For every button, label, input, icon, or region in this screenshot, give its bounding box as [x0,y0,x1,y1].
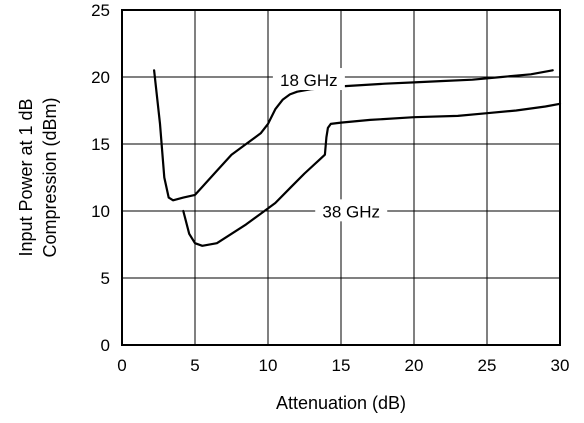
tick-labels: 0 5 10 15 20 25 30 0 5 10 15 20 25 [91,1,569,375]
x-tick-label: 25 [478,356,497,375]
y-axis-label-line-1: Input Power at 1 dB [16,98,36,256]
series-layer [153,69,562,247]
series-line-1 [182,102,562,247]
x-axis-label: Attenuation (dB) [276,393,406,413]
y-tick-label: 0 [101,336,110,355]
x-tick-label: 0 [117,356,126,375]
y-tick-label: 10 [91,202,110,221]
x-tick-label: 10 [259,356,278,375]
y-axis-label-line-2: Compression (dBm) [40,97,60,257]
series-label-background [315,199,388,222]
series-label-background [272,68,345,91]
series-labels: 18 GHz 38 GHz [272,68,388,222]
y-tick-label: 20 [91,68,110,87]
series-line-0 [153,69,554,202]
x-tick-label: 5 [190,356,199,375]
y-tick-label: 15 [91,135,110,154]
x-tick-label: 20 [405,356,424,375]
x-tick-label: 30 [551,356,570,375]
series-label-0: 18 GHz [280,71,338,90]
grid [122,10,560,345]
plot-frame [121,9,561,346]
y-tick-label: 5 [101,269,110,288]
series-label-1: 38 GHz [322,202,380,221]
y-tick-label: 25 [91,1,110,20]
x-tick-label: 15 [332,356,351,375]
